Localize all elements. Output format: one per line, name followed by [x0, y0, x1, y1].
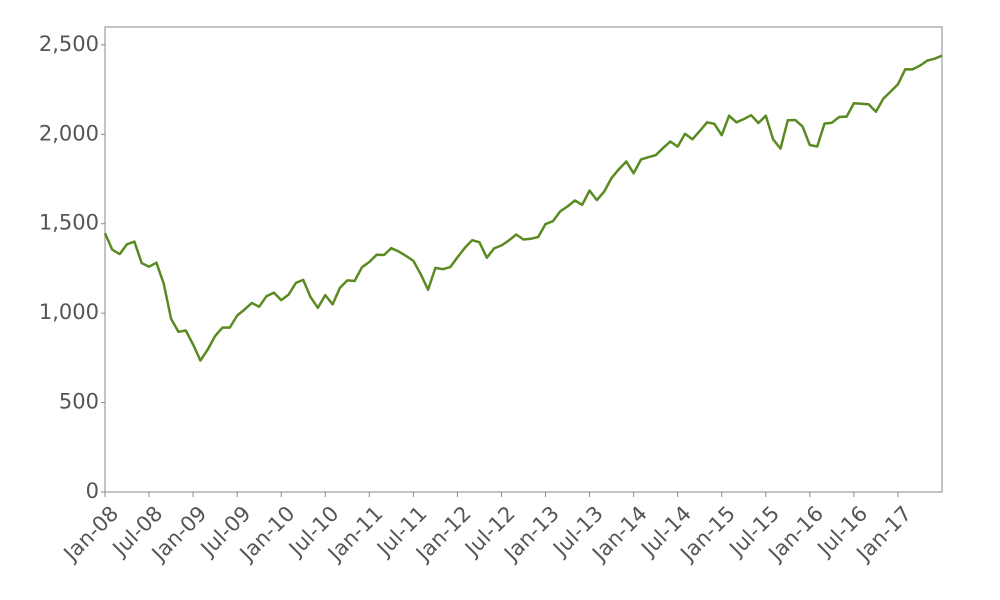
- line-series: [103, 54, 943, 362]
- x-tick-label: Jan-08: [58, 501, 124, 567]
- y-tick-label: 2,500: [39, 32, 99, 56]
- y-tick-label: 1,000: [39, 300, 99, 324]
- plot-frame: [104, 26, 943, 493]
- y-tick-label: 2,000: [39, 121, 99, 145]
- y-tick-label: 500: [59, 390, 99, 414]
- y-tick-label: 0: [86, 479, 99, 503]
- y-tick-label: 1,500: [39, 211, 99, 235]
